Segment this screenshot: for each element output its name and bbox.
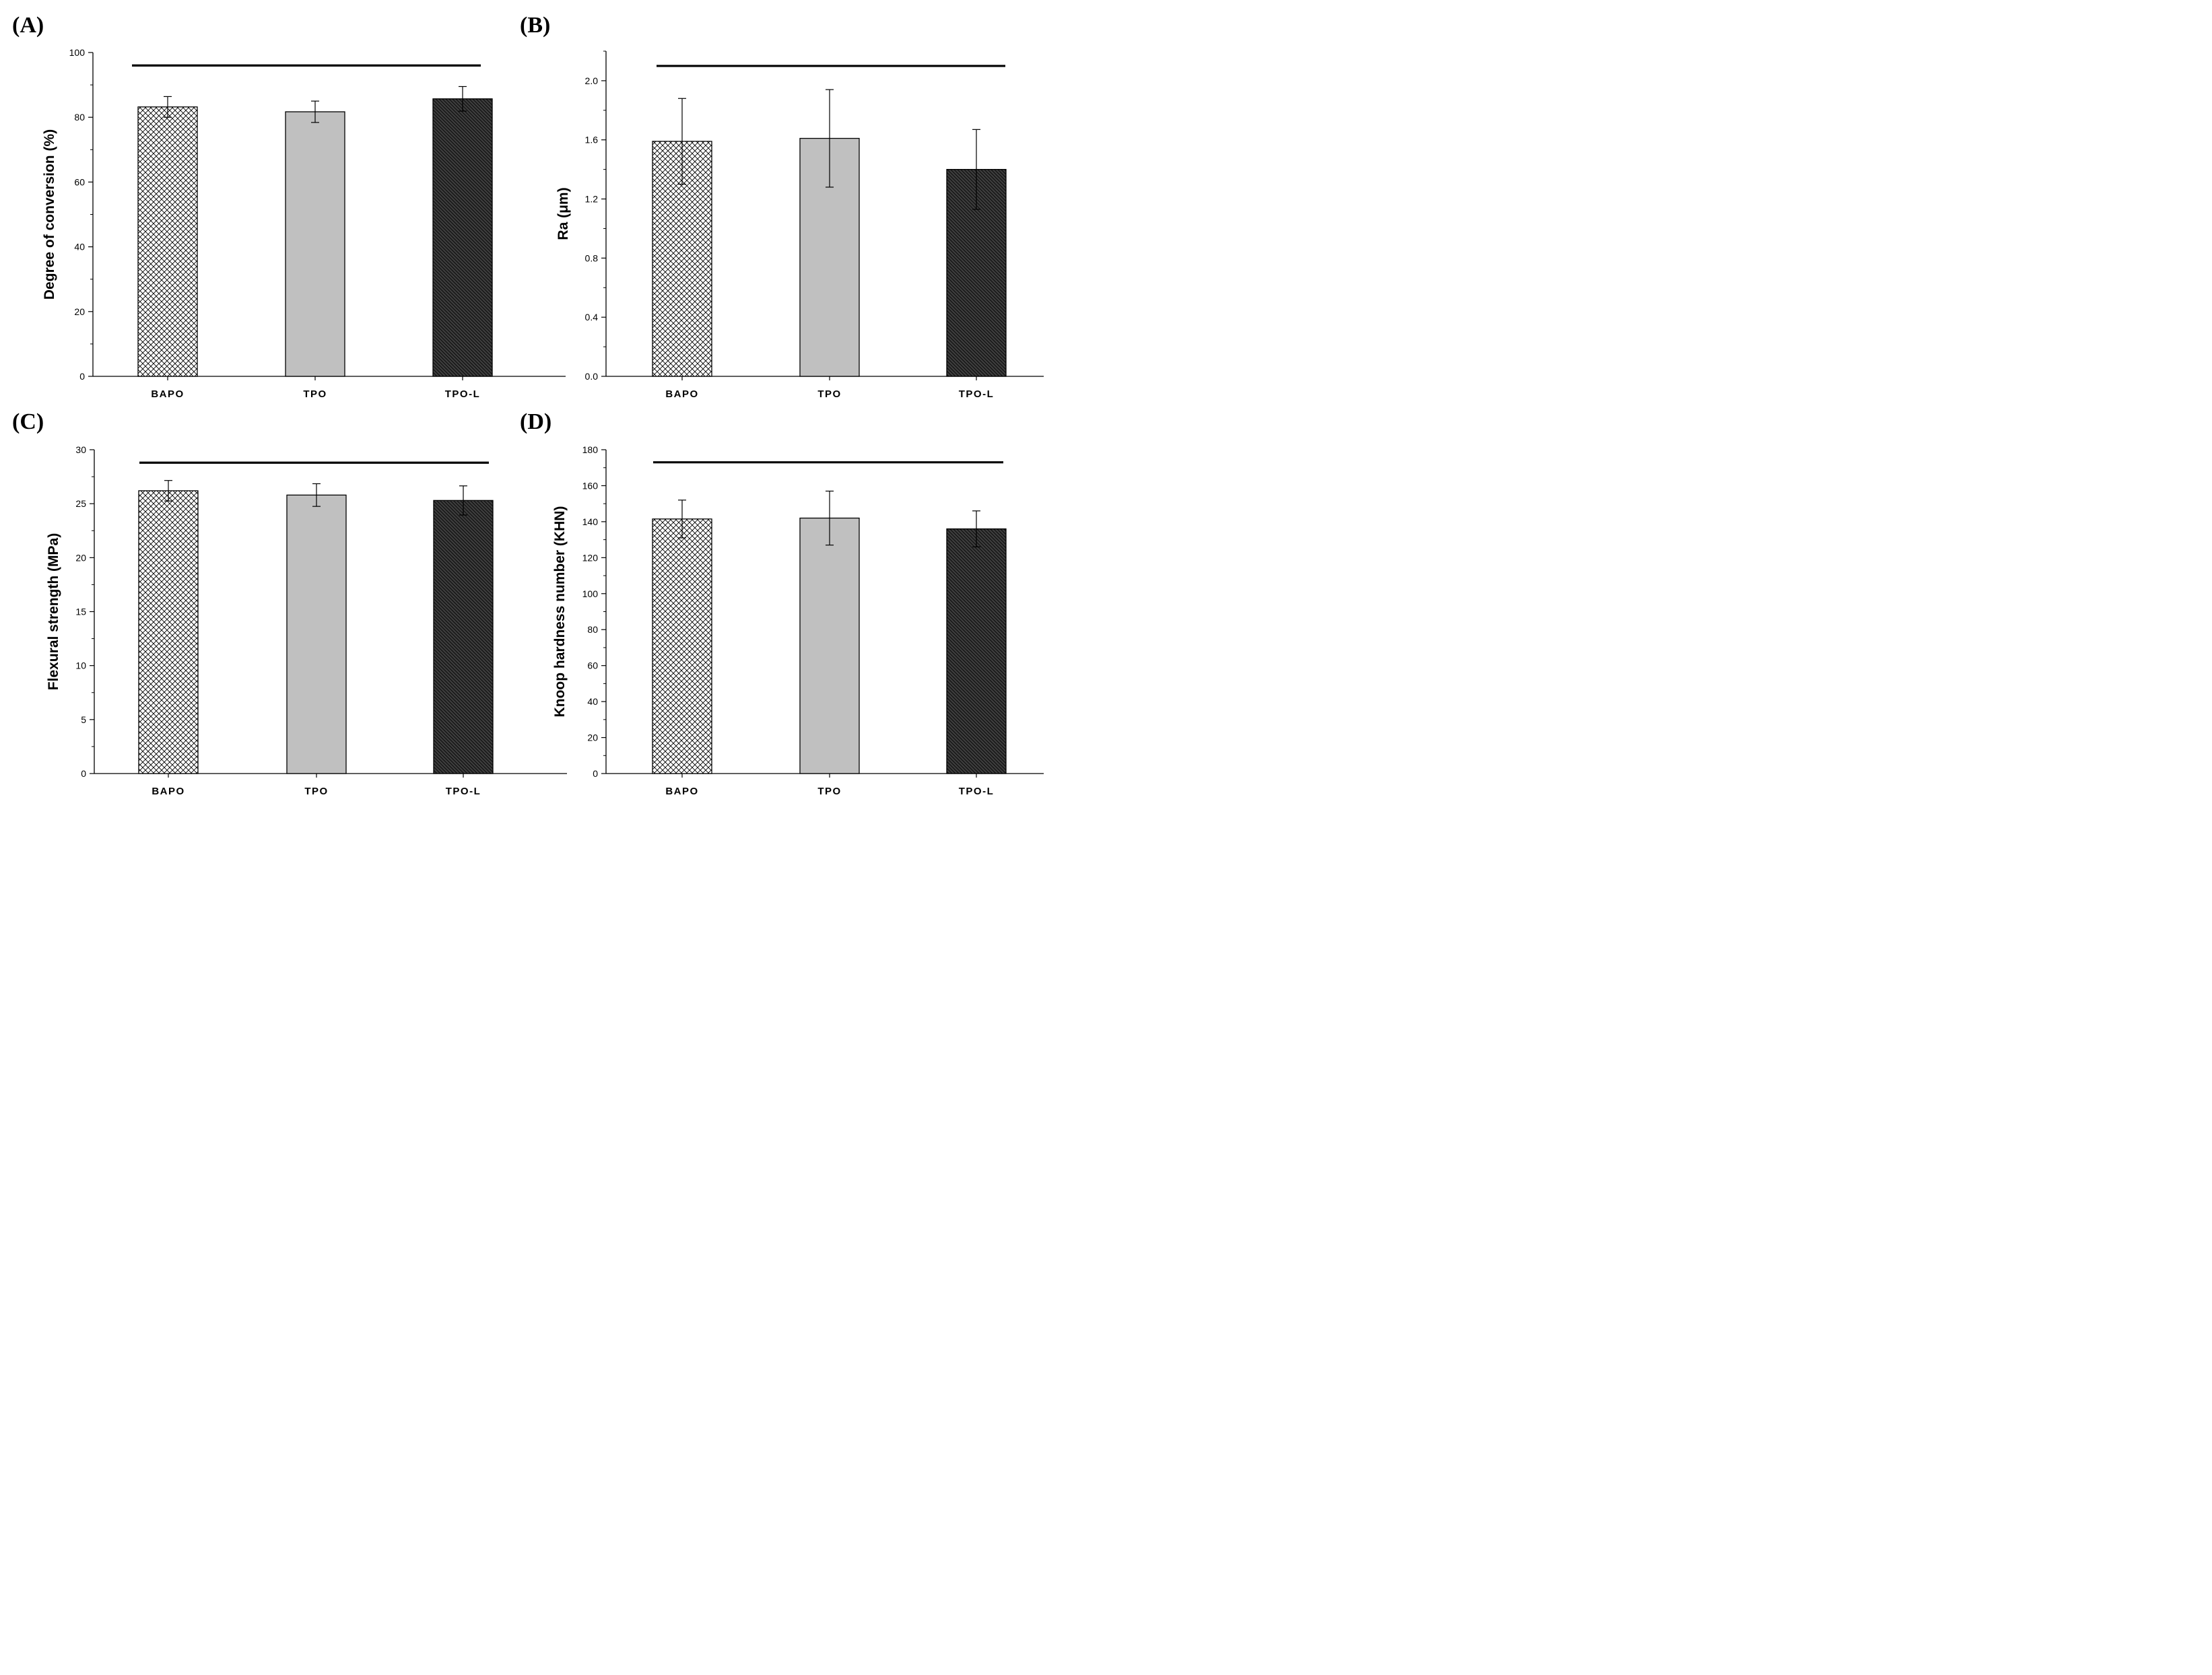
y-tick-label: 160 [582,480,599,491]
y-tick-label: 15 [75,607,86,617]
y-tick-label: 0.4 [585,312,599,322]
x-category-label: TPO [304,786,328,797]
bar-bapo [138,490,199,774]
panel-letter: (D) [520,409,551,434]
bar-tpo [285,111,345,377]
chart-panel-d: (D) 0 20 40 60 80 100 120 140 160 180 Knoop hardnes… [520,409,1044,797]
chart-panel-c: (C) 0 5 10 15 20 25 30 Flexural strength (MPa) BA… [12,409,567,797]
y-axis-title: Flexural strength (MPa) [46,533,61,690]
y-tick-label: 80 [74,112,85,123]
y-tick-label: 1.6 [585,135,599,145]
y-tick-label: 0 [81,768,86,779]
y-tick-label: 0.8 [585,252,599,263]
x-category-label: BAPO [665,388,698,400]
y-axis-title: Degree of conversion (%) [42,129,57,300]
y-tick-label: 25 [75,498,86,509]
y-tick-label: 20 [75,552,86,563]
x-category-label: TPO-L [445,388,481,400]
x-category-label: TPO [817,786,841,797]
chart-panel-b: (B) 0.0 0.4 0.8 1.2 1.6 2.0 Ra (μm) BAPO TPO TPO-L [520,13,1044,400]
x-category-label: BAPO [152,786,185,797]
x-category-label: TPO [303,388,327,400]
bar-tpo [286,494,347,774]
y-tick-label: 100 [69,47,86,58]
y-tick-label: 100 [582,588,599,599]
panel-letter: (B) [520,13,550,38]
bar-bapo [137,106,198,377]
bar-tpol [946,528,1007,774]
chart-panel-a: (A) 0 20 40 60 80 100 Degree of conversion (%) B… [12,13,566,400]
bar-bapo [652,518,712,774]
bar-tpol [433,500,494,774]
y-tick-label: 40 [587,696,598,707]
y-tick-label: 0 [79,371,85,382]
y-tick-label: 20 [587,732,598,743]
panel-letter: (C) [12,409,44,434]
y-tick-label: 40 [74,242,85,252]
panel-letter: (A) [12,13,44,38]
y-tick-label: 30 [75,444,86,455]
x-category-label: TPO [817,388,841,400]
bar-tpo [799,517,860,774]
y-tick-label: 120 [582,552,599,563]
y-tick-label: 180 [582,444,599,455]
y-tick-label: 60 [74,176,85,187]
y-axis-title: Ra (μm) [556,187,571,240]
y-axis-title: Knoop hardness number (KHN) [552,506,568,718]
y-tick-label: 1.2 [585,194,599,205]
x-category-label: BAPO [665,786,698,797]
y-tick-label: 0.0 [585,371,599,382]
bar-tpol [432,98,493,377]
y-tick-label: 5 [81,714,86,725]
x-category-label: TPO-L [959,786,995,797]
y-tick-label: 0 [593,768,598,779]
bar-tpol [946,168,1007,377]
y-tick-label: 80 [587,624,598,635]
y-tick-label: 20 [74,306,85,317]
x-category-label: TPO-L [959,388,995,400]
x-category-label: BAPO [151,388,184,400]
y-tick-label: 60 [587,660,598,671]
x-category-label: TPO-L [446,786,481,797]
y-tick-label: 2.0 [585,75,599,86]
y-tick-label: 140 [582,516,599,527]
y-tick-label: 10 [75,660,86,671]
